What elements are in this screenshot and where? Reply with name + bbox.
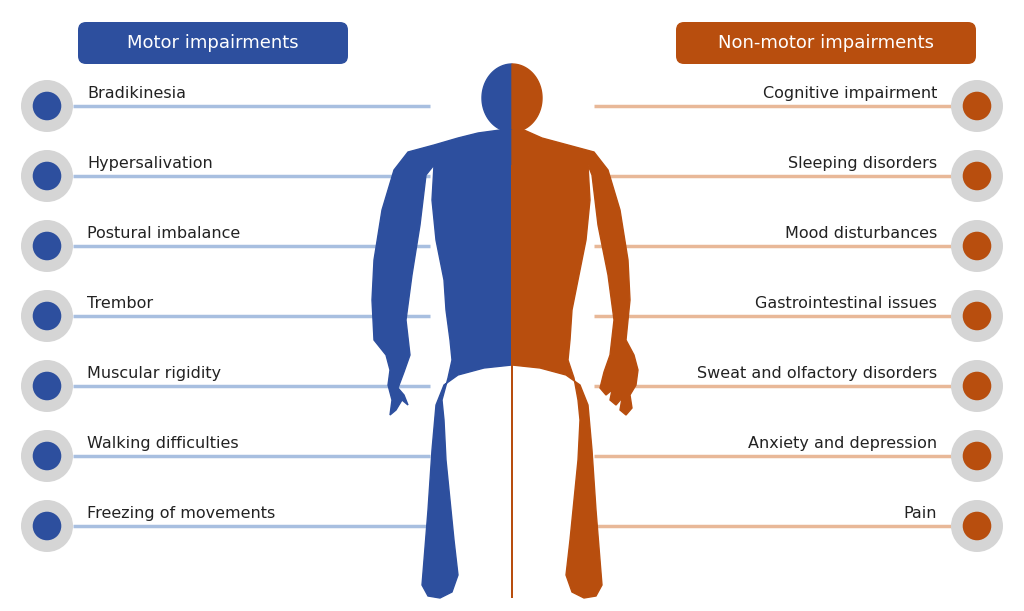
Polygon shape — [482, 64, 512, 132]
Text: Bradikinesia: Bradikinesia — [87, 86, 186, 101]
Circle shape — [963, 302, 991, 331]
Circle shape — [33, 511, 61, 540]
Text: Walking difficulties: Walking difficulties — [87, 436, 239, 451]
Circle shape — [951, 80, 1002, 132]
Circle shape — [33, 232, 61, 260]
Polygon shape — [372, 130, 512, 598]
Text: Mood disturbances: Mood disturbances — [784, 226, 937, 241]
Circle shape — [951, 220, 1002, 272]
Circle shape — [33, 442, 61, 470]
Circle shape — [963, 442, 991, 470]
Circle shape — [22, 360, 73, 412]
Text: Non-motor impairments: Non-motor impairments — [718, 34, 934, 52]
Circle shape — [22, 150, 73, 202]
Text: Pain: Pain — [903, 506, 937, 521]
Text: Anxiety and depression: Anxiety and depression — [748, 436, 937, 451]
Circle shape — [951, 500, 1002, 552]
Text: Freezing of movements: Freezing of movements — [87, 506, 275, 521]
Circle shape — [963, 92, 991, 120]
Circle shape — [33, 162, 61, 190]
FancyBboxPatch shape — [78, 22, 348, 64]
Polygon shape — [512, 130, 638, 598]
Text: Postural imbalance: Postural imbalance — [87, 226, 241, 241]
Circle shape — [951, 360, 1002, 412]
Text: Trembor: Trembor — [87, 296, 154, 311]
Circle shape — [22, 80, 73, 132]
Text: Motor impairments: Motor impairments — [127, 34, 299, 52]
Circle shape — [951, 430, 1002, 482]
Text: Cognitive impairment: Cognitive impairment — [763, 86, 937, 101]
Text: Sleeping disorders: Sleeping disorders — [787, 156, 937, 171]
Polygon shape — [512, 64, 542, 132]
Text: Sweat and olfactory disorders: Sweat and olfactory disorders — [697, 366, 937, 381]
Circle shape — [33, 371, 61, 400]
Circle shape — [22, 220, 73, 272]
Text: Muscular rigidity: Muscular rigidity — [87, 366, 221, 381]
Circle shape — [951, 290, 1002, 342]
Circle shape — [22, 290, 73, 342]
Circle shape — [963, 511, 991, 540]
Circle shape — [33, 302, 61, 331]
Circle shape — [22, 500, 73, 552]
Circle shape — [963, 232, 991, 260]
Circle shape — [951, 150, 1002, 202]
Circle shape — [22, 430, 73, 482]
Text: Hypersalivation: Hypersalivation — [87, 156, 213, 171]
Circle shape — [33, 92, 61, 120]
Circle shape — [963, 162, 991, 190]
FancyBboxPatch shape — [676, 22, 976, 64]
Circle shape — [963, 371, 991, 400]
Text: Gastrointestinal issues: Gastrointestinal issues — [755, 296, 937, 311]
